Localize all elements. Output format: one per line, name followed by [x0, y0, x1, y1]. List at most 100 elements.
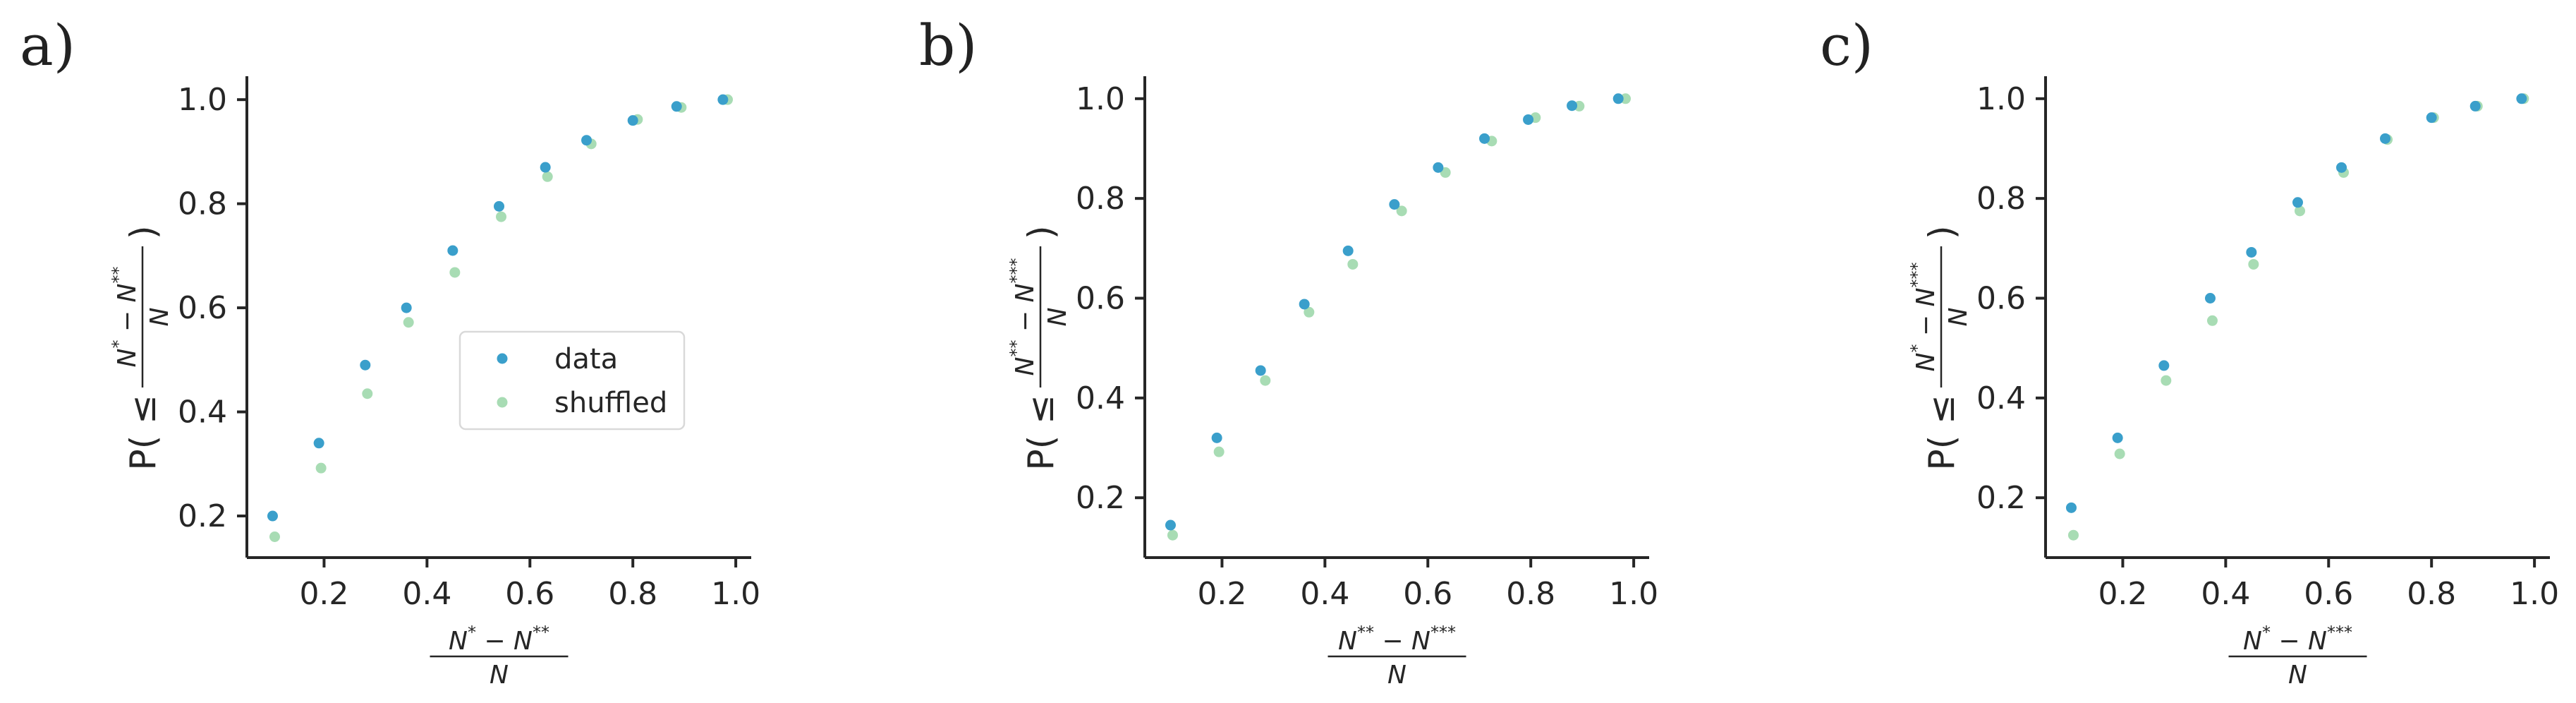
data-point	[1255, 365, 1266, 376]
shuffled-point	[1347, 258, 1359, 270]
shuffled-point	[2114, 448, 2125, 459]
x-label-denominator: N	[490, 661, 509, 690]
y-label-numerator: N*​ − N***​	[1907, 263, 1940, 372]
x-tick-label: 0.2	[2098, 576, 2147, 612]
legend-marker-shuffled	[497, 397, 508, 408]
y-label-denominator: N	[1043, 308, 1072, 327]
data-point	[360, 359, 371, 371]
y-label-suffix: )	[123, 225, 164, 239]
y-label-denominator: N	[145, 308, 174, 327]
y-tick-label: 0.8	[1076, 181, 1125, 217]
x-tick-label: 0.8	[2407, 576, 2456, 612]
data-point	[401, 302, 412, 313]
y-label-numerator: N**​ − N***​	[1007, 258, 1040, 376]
legend-label-shuffled: shuffled	[554, 387, 667, 419]
y-axis-label: P( ≤ N*​ − N***​N)	[1907, 225, 1973, 470]
shuffled-point	[2248, 258, 2259, 270]
x-label-numerator: N*​ − N**​	[449, 623, 549, 656]
y-label-numerator: N*​ − N**​	[109, 267, 142, 368]
data-point	[1523, 114, 1534, 125]
data-point	[313, 438, 324, 449]
shuffled-point	[1304, 306, 1315, 318]
shuffled-point	[449, 267, 461, 278]
x-tick-label: 0.4	[402, 576, 451, 612]
x-tick-label: 0.6	[505, 576, 554, 612]
shuffled-point	[362, 388, 373, 399]
data-point	[2469, 100, 2481, 112]
y-tick-label: 0.4	[178, 395, 227, 431]
y-axis-label: P( ≤ N*​ − N**​N)	[109, 225, 174, 470]
panel-b: b) 0.2 0.4 0.6 0.8 1.0 0.2 0.4 0.6 0.8 1.0 N**​ − N…	[919, 13, 1658, 690]
series-shuffled	[1167, 93, 1632, 541]
y-tick-label: 0.2	[178, 498, 227, 534]
y-tick-label: 0.6	[1976, 280, 2026, 316]
x-tick-label: 1.0	[1609, 576, 1658, 612]
data-point	[2204, 292, 2216, 304]
y-tick-label: 0.8	[178, 186, 227, 222]
panel-c: c) 0.2 0.4 0.6 0.8 1.0 0.2 0.4 0.6 0.8 1.0 N*​ − N*…	[1820, 13, 2559, 690]
data-point	[1165, 519, 1176, 531]
x-tick-label: 1.0	[711, 576, 760, 612]
data-point	[1612, 93, 1624, 104]
data-point	[1389, 199, 1400, 210]
shuffled-point	[496, 211, 506, 222]
data-point	[2380, 133, 2391, 144]
x-tick-label: 0.6	[2304, 576, 2353, 612]
x-label-denominator: N	[2288, 661, 2307, 690]
y-label-suffix: )	[1921, 225, 1962, 239]
shuffled-point	[1167, 529, 1178, 541]
shuffled-point	[269, 531, 280, 543]
shuffled-point	[2206, 315, 2218, 326]
shuffled-point	[315, 462, 327, 474]
y-tick-label: 0.6	[178, 290, 227, 326]
data-point	[1342, 245, 1354, 256]
y-label-prefix: P( ≤	[1021, 395, 1062, 470]
data-point	[2336, 162, 2347, 173]
series-shuffled	[269, 94, 734, 543]
x-axis-label: N*​ − N***​ N	[2228, 623, 2367, 690]
data-point	[1433, 162, 1444, 173]
data-point	[717, 94, 729, 105]
y-tick-label: 0.2	[1076, 480, 1125, 516]
data-point	[2426, 112, 2437, 124]
data-point	[2292, 197, 2303, 208]
data-point	[1211, 432, 1222, 443]
y-axis-label: P( ≤ N**​ − N***​N)	[1007, 225, 1072, 470]
y-label-suffix: )	[1021, 225, 1062, 239]
data-point	[581, 135, 593, 146]
panel-label: b)	[919, 13, 977, 78]
x-tick-label: 0.2	[299, 576, 348, 612]
y-tick-label: 0.6	[1076, 280, 1125, 316]
data-point	[2246, 246, 2257, 258]
data-point	[447, 245, 458, 256]
shuffled-point	[403, 317, 414, 328]
x-tick-label: 0.8	[608, 576, 657, 612]
x-axis-label: N**​ − N***​ N	[1328, 623, 1466, 690]
y-label-denominator: N	[1944, 308, 1973, 327]
series-data	[267, 94, 729, 522]
data-point	[627, 115, 638, 126]
x-tick-label: 1.0	[2510, 576, 2559, 612]
y-tick-label: 1.0	[178, 82, 227, 118]
shuffled-point	[542, 171, 553, 182]
data-point	[1479, 133, 1490, 144]
x-label-numerator: N*​ − N***​	[2243, 623, 2352, 656]
shuffled-point	[2067, 529, 2079, 541]
legend: data shuffled	[458, 330, 686, 431]
data-point	[1299, 299, 1310, 310]
legend-frame	[458, 330, 686, 431]
y-tick-label: 0.4	[1076, 380, 1125, 416]
x-tick-label: 0.2	[1197, 576, 1246, 612]
legend-marker-data	[497, 353, 508, 364]
panel-label: c)	[1820, 13, 1873, 78]
data-point	[540, 162, 551, 173]
data-point	[2112, 432, 2123, 443]
x-label-denominator: N	[1387, 661, 1407, 690]
legend-label-data: data	[554, 343, 618, 375]
y-label-prefix: P( ≤	[1921, 395, 1962, 470]
series-data	[2065, 93, 2527, 513]
data-point	[2065, 502, 2077, 513]
shuffled-point	[2161, 375, 2172, 386]
y-tick-label: 0.4	[1976, 380, 2026, 416]
shuffled-point	[1396, 205, 1407, 217]
